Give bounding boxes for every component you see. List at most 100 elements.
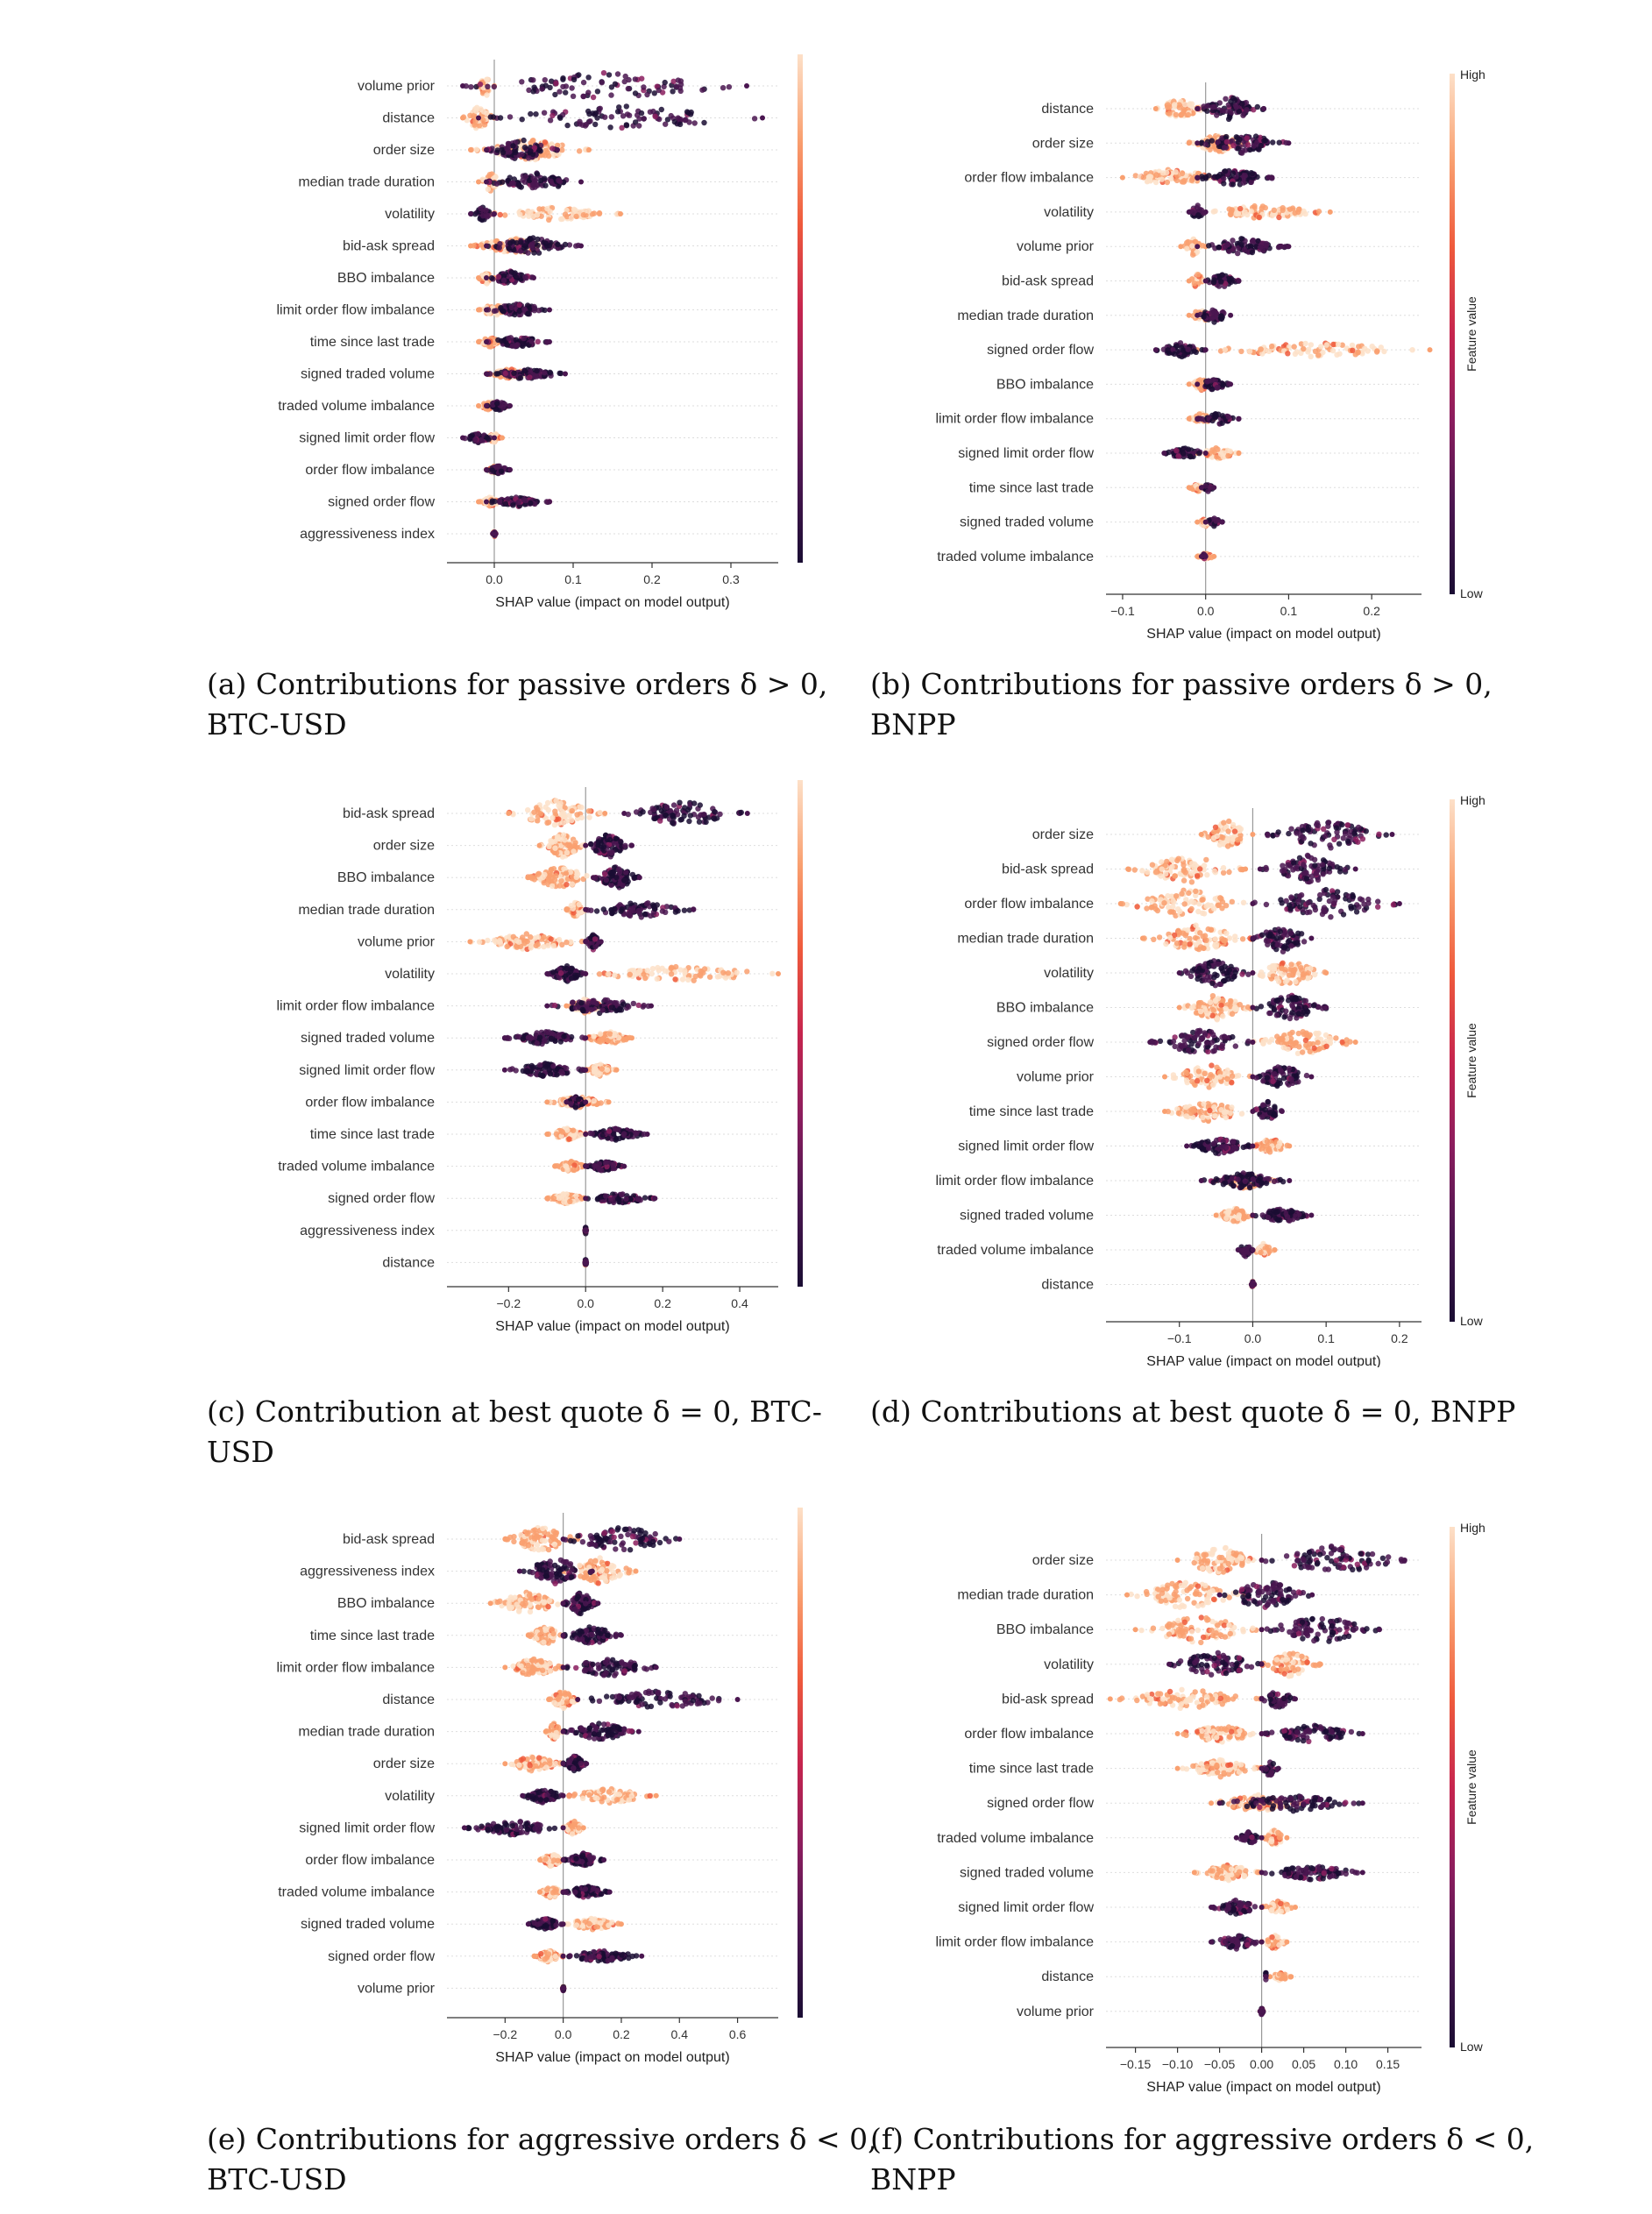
shap-point bbox=[596, 971, 603, 977]
shap-point bbox=[1179, 170, 1186, 177]
shap-point bbox=[1191, 348, 1197, 354]
shap-point bbox=[577, 804, 583, 810]
x-axis-label: SHAP value (impact on model output) bbox=[1146, 627, 1380, 642]
shap-point bbox=[1236, 108, 1242, 115]
shap-point bbox=[1217, 348, 1224, 354]
shap-point bbox=[658, 106, 664, 113]
shap-point bbox=[1119, 174, 1125, 181]
shap-point bbox=[1195, 170, 1202, 177]
shap-point bbox=[542, 77, 548, 83]
shap-point bbox=[1249, 249, 1256, 256]
shap-point bbox=[545, 942, 551, 948]
shap-point bbox=[1266, 348, 1273, 354]
shap-point bbox=[460, 83, 465, 89]
shap-point bbox=[480, 117, 486, 124]
shap-point bbox=[468, 84, 474, 90]
feature-label: signed order flow bbox=[328, 495, 435, 510]
shap-point bbox=[468, 211, 473, 216]
shap-point bbox=[521, 367, 528, 374]
shap-point bbox=[511, 370, 517, 376]
shap-point bbox=[494, 401, 500, 407]
feature-label: limit order flow imbalance bbox=[935, 412, 1094, 427]
feature-label: volatility bbox=[385, 207, 435, 222]
shap-point bbox=[531, 250, 537, 256]
shap-point bbox=[1188, 177, 1195, 183]
shap-point bbox=[1219, 272, 1225, 278]
shap-point bbox=[1186, 140, 1192, 146]
feature-label: bid-ask spread bbox=[343, 806, 435, 821]
shap-point bbox=[1152, 106, 1159, 111]
shap-point bbox=[776, 971, 781, 976]
shap-point bbox=[485, 83, 491, 89]
shap-point bbox=[549, 145, 556, 152]
shap-point bbox=[1182, 102, 1188, 108]
shap-point bbox=[552, 845, 558, 851]
shap-point bbox=[1223, 280, 1229, 287]
shap-point bbox=[744, 811, 750, 816]
shap-point bbox=[1222, 346, 1229, 353]
shap-point bbox=[484, 499, 489, 505]
shap-point bbox=[468, 243, 473, 249]
shap-point bbox=[662, 79, 668, 86]
shap-point bbox=[760, 115, 765, 121]
shap-point bbox=[1191, 280, 1198, 287]
shap-point bbox=[1159, 170, 1166, 176]
shap-point bbox=[564, 818, 571, 824]
shap-point bbox=[672, 976, 678, 983]
shap-point bbox=[476, 939, 483, 945]
shap-point bbox=[744, 83, 749, 89]
beeswarm-signed-order-flow bbox=[476, 494, 553, 509]
shap-point bbox=[1181, 445, 1187, 451]
shap-point bbox=[575, 871, 581, 877]
shap-point bbox=[534, 181, 540, 188]
shap-point bbox=[1308, 342, 1315, 348]
shap-point bbox=[519, 79, 525, 85]
shap-point bbox=[652, 113, 658, 120]
beeswarm-limit-order-flow-imbalance bbox=[476, 301, 552, 318]
shap-point bbox=[621, 78, 627, 85]
beeswarm-distance bbox=[460, 103, 765, 131]
beeswarm-median-trade-duration bbox=[1186, 307, 1234, 325]
x-tick-label: −0.1 bbox=[1110, 604, 1135, 618]
shap-point bbox=[1181, 352, 1188, 358]
shap-point bbox=[623, 103, 629, 110]
shap-point bbox=[564, 122, 571, 129]
shap-point bbox=[580, 212, 587, 218]
shap-point bbox=[531, 275, 536, 280]
shap-point bbox=[1330, 341, 1336, 348]
shap-point bbox=[542, 871, 548, 878]
shap-point bbox=[1214, 384, 1221, 391]
shap-point bbox=[520, 1036, 526, 1042]
shap-point bbox=[1223, 133, 1230, 140]
shap-point bbox=[691, 800, 698, 806]
shap-point bbox=[530, 175, 536, 181]
shap-point bbox=[557, 370, 564, 377]
beeswarm-order-size bbox=[536, 832, 635, 860]
shap-point bbox=[618, 839, 624, 845]
shap-point bbox=[594, 89, 601, 95]
beeswarm-signed-limit-order-flow bbox=[460, 430, 505, 445]
shap-point bbox=[629, 1035, 635, 1041]
shap-point bbox=[521, 137, 527, 144]
shap-point bbox=[1355, 350, 1361, 356]
shap-point bbox=[1211, 485, 1217, 491]
shap-point bbox=[558, 812, 564, 818]
shap-point bbox=[1318, 344, 1324, 350]
shap-point bbox=[471, 112, 478, 118]
shap-point bbox=[521, 145, 528, 151]
shap-point bbox=[1202, 483, 1209, 489]
shap-point bbox=[598, 939, 604, 945]
shap-point bbox=[544, 205, 550, 212]
beeswarm-traded-volume-imbalance bbox=[1195, 550, 1217, 562]
feature-label: limit order flow imbalance bbox=[276, 303, 435, 318]
shap-point bbox=[493, 174, 499, 181]
shap-point bbox=[1228, 110, 1234, 117]
shap-point bbox=[514, 342, 521, 348]
beeswarm-signed-traded-volume bbox=[1195, 515, 1225, 529]
shap-point bbox=[717, 811, 723, 818]
shap-point bbox=[1195, 415, 1201, 422]
shap-point bbox=[670, 820, 676, 826]
feature-label: limit order flow imbalance bbox=[276, 999, 435, 1014]
shap-point bbox=[522, 274, 528, 280]
